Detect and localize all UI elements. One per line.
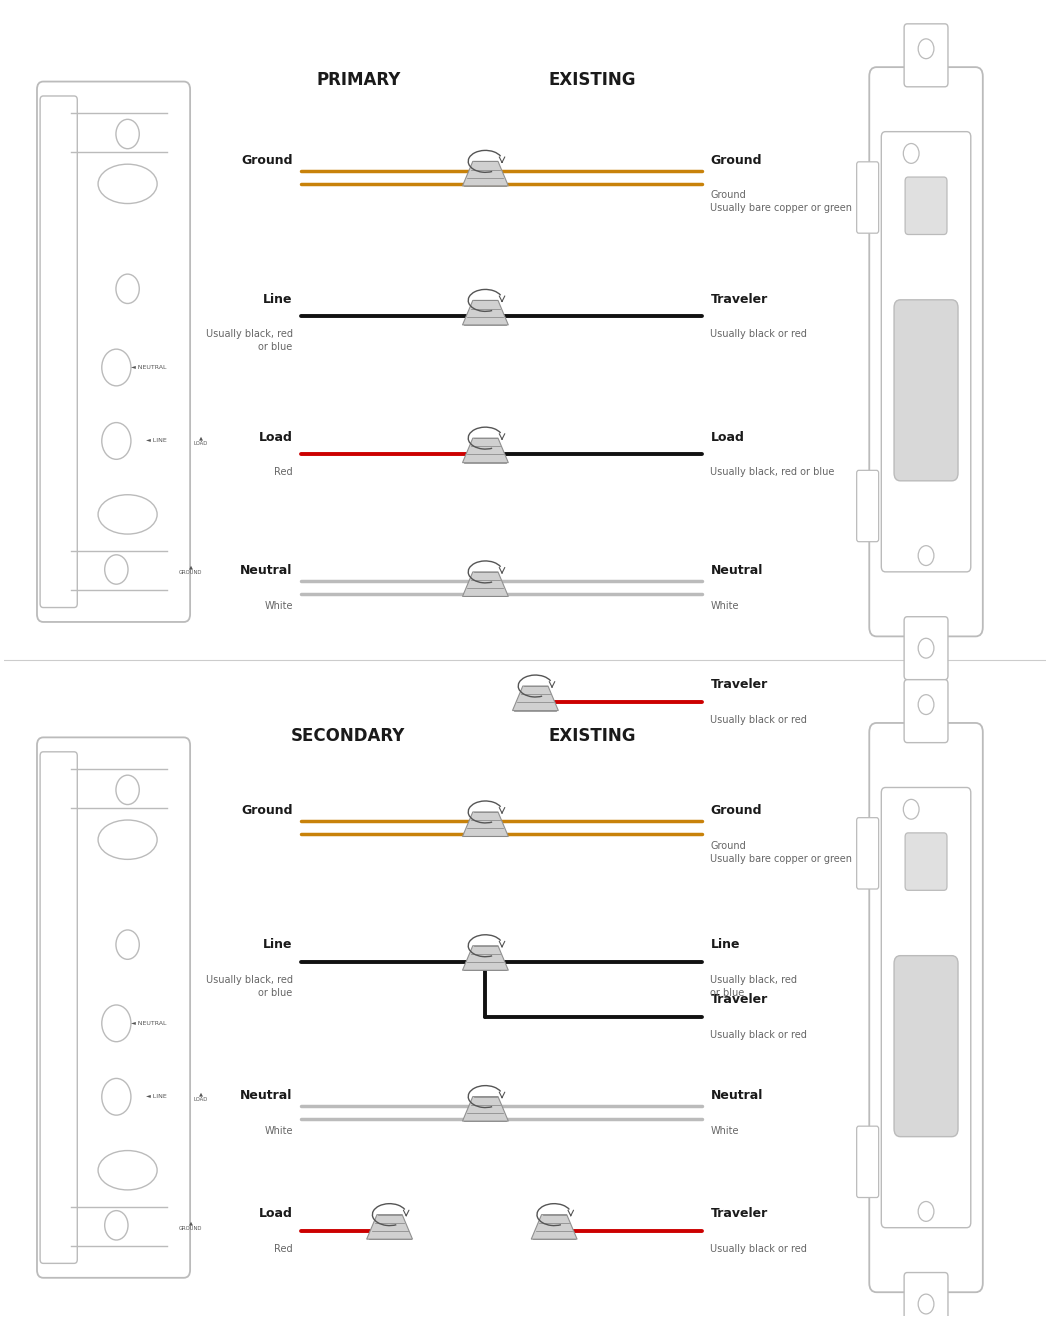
Circle shape	[116, 931, 140, 960]
Text: ▲
GROUND: ▲ GROUND	[180, 564, 203, 576]
Text: Traveler: Traveler	[711, 678, 768, 692]
Circle shape	[116, 119, 140, 149]
FancyBboxPatch shape	[37, 82, 190, 622]
FancyBboxPatch shape	[905, 177, 947, 235]
Text: ▲
LOAD: ▲ LOAD	[193, 1092, 208, 1102]
Text: Line: Line	[264, 939, 293, 952]
Circle shape	[102, 348, 131, 385]
Text: Neutral: Neutral	[711, 1089, 762, 1102]
FancyBboxPatch shape	[881, 132, 971, 572]
Polygon shape	[462, 161, 508, 186]
Text: White: White	[711, 601, 739, 611]
FancyBboxPatch shape	[894, 956, 958, 1137]
Text: Ground
Usually bare copper or green: Ground Usually bare copper or green	[711, 190, 853, 214]
Text: Neutral: Neutral	[711, 565, 762, 577]
Circle shape	[918, 545, 933, 565]
FancyBboxPatch shape	[904, 616, 948, 680]
Circle shape	[102, 422, 131, 459]
FancyBboxPatch shape	[869, 67, 983, 636]
Text: Line: Line	[711, 939, 740, 952]
Text: Usually black or red: Usually black or red	[711, 1243, 807, 1254]
Polygon shape	[462, 1097, 508, 1121]
Text: Ground: Ground	[242, 804, 293, 817]
Text: Ground: Ground	[242, 153, 293, 166]
Circle shape	[918, 38, 933, 58]
Text: Load: Load	[259, 430, 293, 444]
FancyBboxPatch shape	[904, 680, 948, 743]
Polygon shape	[462, 945, 508, 970]
Text: White: White	[265, 1126, 293, 1135]
Text: Neutral: Neutral	[240, 1089, 293, 1102]
Text: Traveler: Traveler	[711, 993, 768, 1006]
Text: Usually black or red: Usually black or red	[711, 715, 807, 725]
FancyBboxPatch shape	[40, 96, 78, 607]
Text: Load: Load	[259, 1206, 293, 1220]
Circle shape	[903, 144, 919, 164]
Text: Usually black, red or blue: Usually black, red or blue	[711, 467, 835, 478]
Circle shape	[918, 1201, 933, 1221]
Text: Red: Red	[274, 1243, 293, 1254]
FancyBboxPatch shape	[857, 817, 879, 888]
FancyBboxPatch shape	[869, 723, 983, 1292]
Text: Line: Line	[264, 293, 293, 306]
Text: Usually black, red
or blue: Usually black, red or blue	[711, 974, 797, 998]
Text: White: White	[265, 601, 293, 611]
Polygon shape	[531, 1214, 578, 1239]
FancyBboxPatch shape	[857, 470, 879, 541]
Text: Usually black or red: Usually black or red	[711, 1030, 807, 1040]
Text: Usually black, red
or blue: Usually black, red or blue	[206, 974, 293, 998]
Ellipse shape	[98, 164, 158, 203]
Text: Usually black or red: Usually black or red	[711, 330, 807, 339]
FancyBboxPatch shape	[40, 752, 78, 1263]
FancyBboxPatch shape	[905, 833, 947, 890]
Text: ▲
LOAD: ▲ LOAD	[193, 436, 208, 446]
Text: Ground: Ground	[711, 153, 762, 166]
Polygon shape	[462, 301, 508, 325]
Text: Red: Red	[274, 467, 293, 478]
FancyBboxPatch shape	[881, 788, 971, 1228]
Text: ◄ NEUTRAL: ◄ NEUTRAL	[131, 1020, 167, 1026]
Circle shape	[116, 275, 140, 304]
Text: Traveler: Traveler	[711, 293, 768, 306]
Circle shape	[116, 775, 140, 805]
Text: ◄ LINE: ◄ LINE	[146, 438, 167, 444]
Text: Usually black, red
or blue: Usually black, red or blue	[206, 330, 293, 352]
Circle shape	[918, 639, 933, 659]
Text: SECONDARY: SECONDARY	[291, 727, 405, 744]
Text: ▲
GROUND: ▲ GROUND	[180, 1220, 203, 1230]
Circle shape	[105, 1210, 128, 1239]
Text: Traveler: Traveler	[711, 1206, 768, 1220]
Polygon shape	[462, 438, 508, 462]
Ellipse shape	[98, 495, 158, 535]
Polygon shape	[462, 812, 508, 837]
Polygon shape	[512, 686, 559, 710]
FancyBboxPatch shape	[904, 1272, 948, 1320]
FancyBboxPatch shape	[37, 738, 190, 1278]
Text: Ground: Ground	[711, 804, 762, 817]
Circle shape	[102, 1005, 131, 1041]
FancyBboxPatch shape	[904, 24, 948, 87]
FancyBboxPatch shape	[857, 162, 879, 234]
Text: ◄ NEUTRAL: ◄ NEUTRAL	[131, 366, 167, 370]
FancyBboxPatch shape	[857, 1126, 879, 1197]
Ellipse shape	[98, 820, 158, 859]
Circle shape	[102, 1078, 131, 1115]
Text: Ground
Usually bare copper or green: Ground Usually bare copper or green	[711, 841, 853, 863]
Text: White: White	[711, 1126, 739, 1135]
Text: PRIMARY: PRIMARY	[316, 71, 400, 90]
Text: Neutral: Neutral	[240, 565, 293, 577]
Ellipse shape	[98, 1151, 158, 1189]
Text: Load: Load	[711, 430, 744, 444]
Text: EXISTING: EXISTING	[549, 71, 636, 90]
Text: EXISTING: EXISTING	[549, 727, 636, 744]
Circle shape	[105, 554, 128, 585]
Circle shape	[918, 1294, 933, 1313]
Text: ◄ LINE: ◄ LINE	[146, 1094, 167, 1100]
FancyBboxPatch shape	[894, 300, 958, 480]
Circle shape	[903, 800, 919, 820]
Polygon shape	[366, 1214, 413, 1239]
Circle shape	[918, 694, 933, 714]
Polygon shape	[462, 572, 508, 597]
